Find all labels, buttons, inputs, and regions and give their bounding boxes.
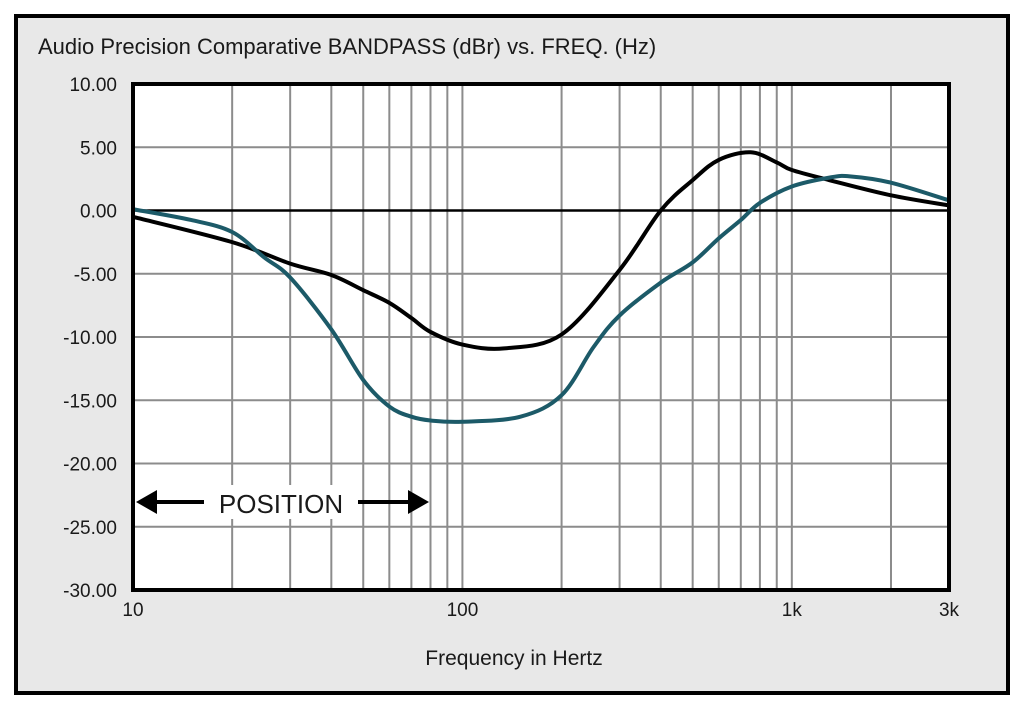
chart-title: Audio Precision Comparative BANDPASS (dB… (38, 34, 656, 59)
y-tick-label: -5.00 (74, 265, 117, 286)
y-tick-label: 10.00 (69, 75, 117, 96)
series-group (132, 150, 950, 424)
series-line-black (132, 150, 950, 351)
plot-border (131, 82, 951, 592)
position-arrow-head-right (408, 490, 429, 514)
position-annotation: POSITION (136, 485, 429, 519)
y-tick-label: -20.00 (63, 455, 117, 476)
position-arrow-head-left (136, 490, 157, 514)
y-tick-label: -25.00 (63, 518, 117, 539)
x-tick-label: 3k (939, 600, 960, 621)
x-tick-label: 10 (122, 600, 143, 621)
x-axis-label: Frequency in Hertz (425, 647, 602, 670)
y-tick-label: 0.00 (80, 202, 117, 223)
position-label: POSITION (219, 489, 343, 519)
y-tick-labels: 10.00 5.00 0.00 -5.00 -10.00 -15.00 -20.00 -25.… (63, 75, 117, 602)
y-tick-label: -30.00 (63, 581, 117, 602)
y-tick-label: -15.00 (63, 391, 117, 412)
y-tick-label: 5.00 (80, 138, 117, 159)
position-label-bg (207, 485, 355, 519)
x-tick-labels: 10 100 1k 3k (122, 600, 959, 621)
x-tick-label: 100 (447, 600, 479, 621)
series-line-teal (132, 173, 950, 424)
x-tick-label: 1k (782, 600, 803, 621)
y-tick-label: -10.00 (63, 328, 117, 349)
